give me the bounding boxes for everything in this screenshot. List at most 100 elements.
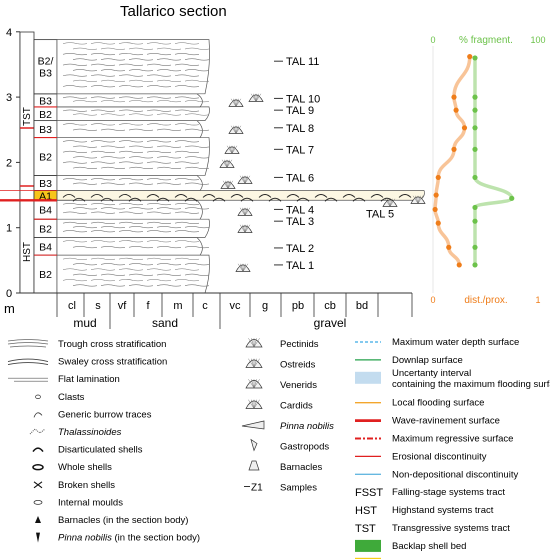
y-unit: m [4,301,15,316]
lamination-mark [100,47,126,50]
top-axis-max: 100 [530,35,545,45]
shell-glyph [245,358,263,368]
data-point [446,244,452,250]
lamination-mark [184,79,210,82]
grain-tick-label: vf [118,300,128,312]
legend-label: Falling-stage systems tract [392,487,505,498]
key-surfaces [0,106,57,256]
shell-icon [237,224,253,233]
lamination-mark [72,69,98,72]
lamination-mark [184,47,210,50]
lamination-mark [156,145,182,148]
lamination-mark [72,128,98,131]
lamination-mark [90,178,116,181]
lamination-mark [174,211,200,214]
lamination-mark [128,113,154,116]
shell-mark [258,194,272,198]
samples-icon: Z1 [244,483,263,494]
shell-mark [156,197,170,202]
unit-label: B4 [39,241,52,253]
fossil-symbols [219,93,426,272]
lamination-mark [62,268,88,271]
lamination-mark [146,161,172,164]
shell-icon [224,145,240,154]
shell-icon [219,159,235,168]
shell-glyph [245,379,263,389]
lamination-mark [118,42,144,45]
lamination-mark [72,166,98,169]
lamination-mark [100,182,126,185]
shell-mark [62,194,76,198]
lamination-mark [174,230,200,233]
lamination-mark [174,268,200,271]
abbr-legend-icon: HST [355,505,377,517]
lamination-mark [146,221,172,225]
unit-label: B2 [39,152,52,164]
data-point [472,94,478,100]
svg-text:FSST: FSST [355,487,383,499]
data-point [456,262,462,268]
unit-label: B2 [39,109,52,121]
legend-label: Internal moulds [58,497,123,508]
abbr-legend-icon: TST [355,523,376,535]
lamination-mark [62,279,88,282]
unit-label: B4 [39,205,52,217]
lamination-mark [100,226,126,229]
thalassinoides-icon [29,428,46,435]
shell-mark [230,194,244,198]
legend-label: Highstand systems tract [392,505,494,516]
lamination-mark [156,113,182,116]
lamination-mark [72,145,98,148]
lamination-mark [184,145,210,148]
y-tick-label: 4 [6,27,12,39]
legend-middle: Pectinids Ostreids Venerids Cardids Pinna no… [241,338,334,494]
lamination-mark [72,182,98,185]
sample-label: TAL 10 [286,93,320,105]
top-axis-label: % fragment. [459,35,513,46]
data-point [509,195,515,201]
shell-icon [228,125,244,134]
lamination-mark [100,128,126,131]
legend-label: Barnacles [280,462,322,473]
lamination-mark [90,140,116,143]
legend-label: Barnacles (in the section body) [58,515,188,526]
legend-label: Ostreids [280,360,316,371]
legend-label: Broken shells [58,480,115,491]
lamination-mark [128,273,154,276]
lamination-mark [174,240,200,243]
barnacle-body-icon [35,516,41,523]
grain-tick-label: c [202,300,208,312]
lamination-mark [128,145,154,148]
lamination-mark [184,273,210,276]
lamination-mark [72,79,98,82]
lamination-mark [128,69,154,72]
shell-mark [202,194,216,198]
sample-label: TAL 5 [366,208,394,220]
lamination-mark [156,69,182,72]
shell-mark [212,197,226,202]
shell-mark [352,197,366,202]
lamination-mark [100,79,126,82]
lamination-mark [156,79,182,82]
lamination-mark [146,211,172,214]
data-point [451,94,457,100]
shell-mark [324,197,338,202]
curves-panel: 0 % fragment. 100 0 dist./prox. 1 [430,35,545,306]
box-legend-icon [355,539,381,552]
shell-icon [237,207,253,216]
lamination-mark [90,279,116,282]
lamination-mark [146,257,172,260]
lamination-mark [72,263,98,266]
lamination-mark [156,182,182,185]
lamination-mark [90,109,116,112]
lamination-mark [146,85,172,88]
lamination-mark [90,221,116,225]
lamination-mark [128,156,154,159]
legend-left: Trough cross stratification Swaley cross … [7,339,200,544]
lamination-mark [184,246,210,249]
lamination-mark [184,128,210,131]
lamination-mark [100,58,126,61]
lamination-mark [100,69,126,72]
shell-mark [100,197,114,202]
